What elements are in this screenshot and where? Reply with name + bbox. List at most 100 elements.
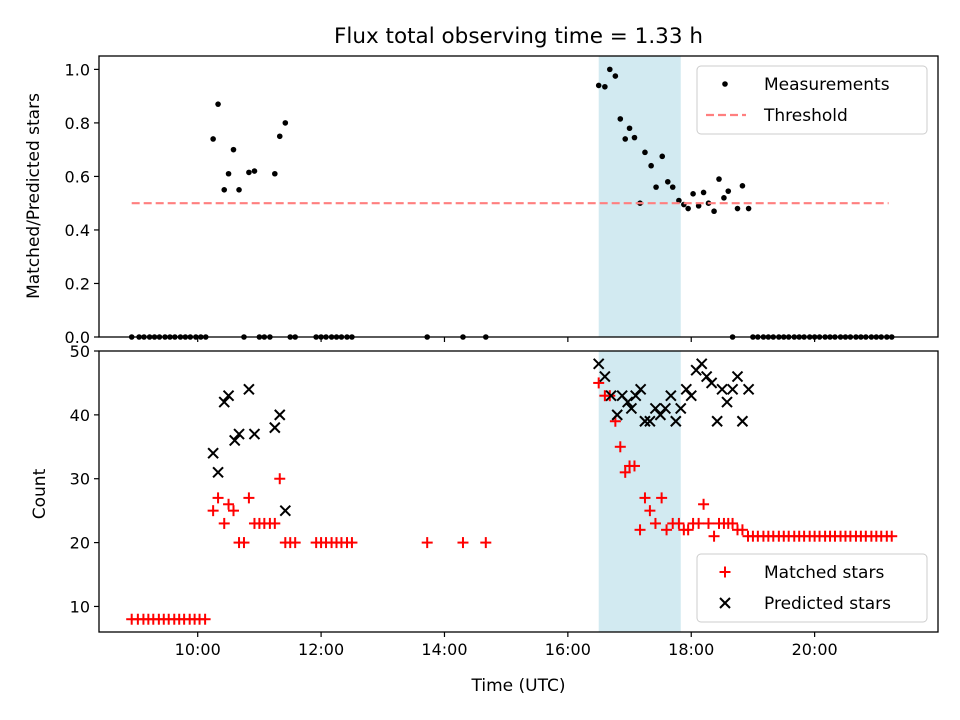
bottom-predicted-stars-point xyxy=(705,377,718,389)
top-measurement-point xyxy=(617,116,624,122)
x-stroke-b xyxy=(726,383,739,396)
bottom-matched-stars-point xyxy=(708,530,720,542)
bottom-predicted-stars-point xyxy=(621,396,634,408)
top-measurement-point xyxy=(716,176,722,182)
top-measurement-point xyxy=(664,178,671,185)
bottom-predicted-stars-point xyxy=(279,504,292,517)
top-measurement-point xyxy=(236,187,242,193)
legend-key-predicted-stars xyxy=(719,597,731,609)
top-measurement-point xyxy=(648,162,654,169)
x-stroke-b xyxy=(742,383,755,396)
x-axis-label: Time (UTC) xyxy=(471,676,566,696)
top-y-axis-label: Matched/Predicted stars xyxy=(24,93,44,299)
legend-label: Matched stars xyxy=(764,563,884,583)
bottom-predicted-stars-point xyxy=(243,383,255,396)
bottom-predicted-stars-point xyxy=(630,389,642,402)
top-observing-span xyxy=(598,56,681,337)
x-stroke-b xyxy=(634,383,647,396)
bottom-predicted-stars-point xyxy=(685,389,697,402)
top-measurement-point xyxy=(690,191,696,197)
bottom-matched-stars-point xyxy=(199,613,211,625)
legend-box xyxy=(696,65,928,135)
bottom-predicted-stars-point xyxy=(207,447,219,459)
bottom-matched-stars-point xyxy=(727,517,739,529)
bottom-matched-stars-point xyxy=(614,441,626,453)
top-measurement-point xyxy=(251,168,258,174)
bottom-predicted-stars-point xyxy=(218,396,230,408)
top-measurement-point xyxy=(642,149,648,156)
bottom-predicted-stars-point xyxy=(222,389,235,402)
bottom-predicted-stars-point xyxy=(654,409,667,421)
top-measurement-point xyxy=(734,205,741,212)
x-stroke-b xyxy=(616,389,628,402)
top-measurement-point xyxy=(607,66,613,73)
x-stroke-b xyxy=(685,389,697,402)
legend-label: Threshold xyxy=(763,106,848,126)
bottom-matched-stars-point xyxy=(619,466,631,478)
bottom-axes-frame xyxy=(98,350,939,633)
top-measurement-point xyxy=(246,169,252,176)
bottom-y-tick-label: 50 xyxy=(70,342,90,361)
top-measurement-point xyxy=(612,73,619,79)
bottom-predicted-stars-point xyxy=(675,402,687,415)
bottom-y-tick-label: 30 xyxy=(70,470,90,489)
bottom-predicted-stars-point xyxy=(248,428,261,440)
x-stroke-b xyxy=(721,396,733,408)
x-stroke-b xyxy=(644,415,656,427)
x-tick-label: 14:00 xyxy=(421,640,467,659)
top-measurement-point xyxy=(221,187,228,193)
x-tick-label: 12:00 xyxy=(298,640,344,659)
bottom-matched-stars-point xyxy=(682,524,694,536)
bottom-matched-stars-point xyxy=(480,537,492,549)
bottom-matched-stars-point xyxy=(238,537,250,549)
x-stroke-b xyxy=(719,597,731,609)
bottom-predicted-stars-point xyxy=(670,415,682,427)
top-measurement-point xyxy=(739,182,746,189)
x-stroke-b xyxy=(592,358,605,370)
top-y-tick-label: 0.0 xyxy=(65,328,90,347)
bottom-predicted-stars-point xyxy=(680,383,693,396)
bottom-predicted-stars-point xyxy=(625,402,638,415)
bottom-matched-stars-point xyxy=(223,498,235,510)
x-tick-label: 10:00 xyxy=(175,640,221,659)
x-stroke-b xyxy=(212,466,224,479)
bottom-predicted-stars-point xyxy=(599,370,611,383)
bottom-predicted-stars-point xyxy=(269,421,281,434)
top-measurement-point xyxy=(272,170,278,177)
x-stroke-b xyxy=(716,383,728,396)
x-stroke-b xyxy=(659,402,672,415)
top-measurement-point xyxy=(210,136,216,142)
bottom-matched-stars-point xyxy=(289,537,301,549)
top-measurement-point xyxy=(230,146,237,153)
bottom-predicted-stars-point xyxy=(711,415,723,427)
bottom-predicted-stars-point xyxy=(233,428,245,440)
top-measurement-point xyxy=(745,205,752,212)
top-y-tick-label: 0.2 xyxy=(65,274,90,293)
top-y-tick-label: 0.6 xyxy=(65,167,90,186)
x-stroke-b xyxy=(218,396,230,408)
x-stroke-b xyxy=(705,377,718,389)
x-stroke-b xyxy=(279,504,292,517)
bottom-predicted-stars-point xyxy=(605,389,617,402)
bottom-y-tick-label: 20 xyxy=(70,534,90,553)
bottom-y-axis-label: Count xyxy=(30,468,50,519)
top-measurement-point xyxy=(700,189,707,196)
x-stroke-b xyxy=(611,409,623,421)
bottom-predicted-stars-point xyxy=(716,383,728,396)
top-y-tick-label: 0.8 xyxy=(65,114,90,133)
bottom-predicted-stars-point xyxy=(665,389,677,402)
bottom-predicted-stars-point xyxy=(649,402,662,415)
x-stroke-b xyxy=(621,396,634,408)
bottom-predicted-stars-point xyxy=(644,415,656,427)
bottom-predicted-stars-point xyxy=(611,409,623,421)
bottom-matched-stars-point xyxy=(736,524,748,536)
bottom-matched-stars-point xyxy=(639,492,651,504)
top-legend: Measurements Threshold xyxy=(696,65,928,135)
x-stroke-b xyxy=(654,409,667,421)
x-stroke-b xyxy=(243,383,255,396)
bottom-predicted-stars-point xyxy=(736,415,749,427)
bottom-predicted-stars-point xyxy=(700,370,713,383)
bottom-predicted-stars-point xyxy=(726,383,739,396)
x-stroke-b xyxy=(675,402,687,415)
top-measurement-point xyxy=(282,120,289,126)
